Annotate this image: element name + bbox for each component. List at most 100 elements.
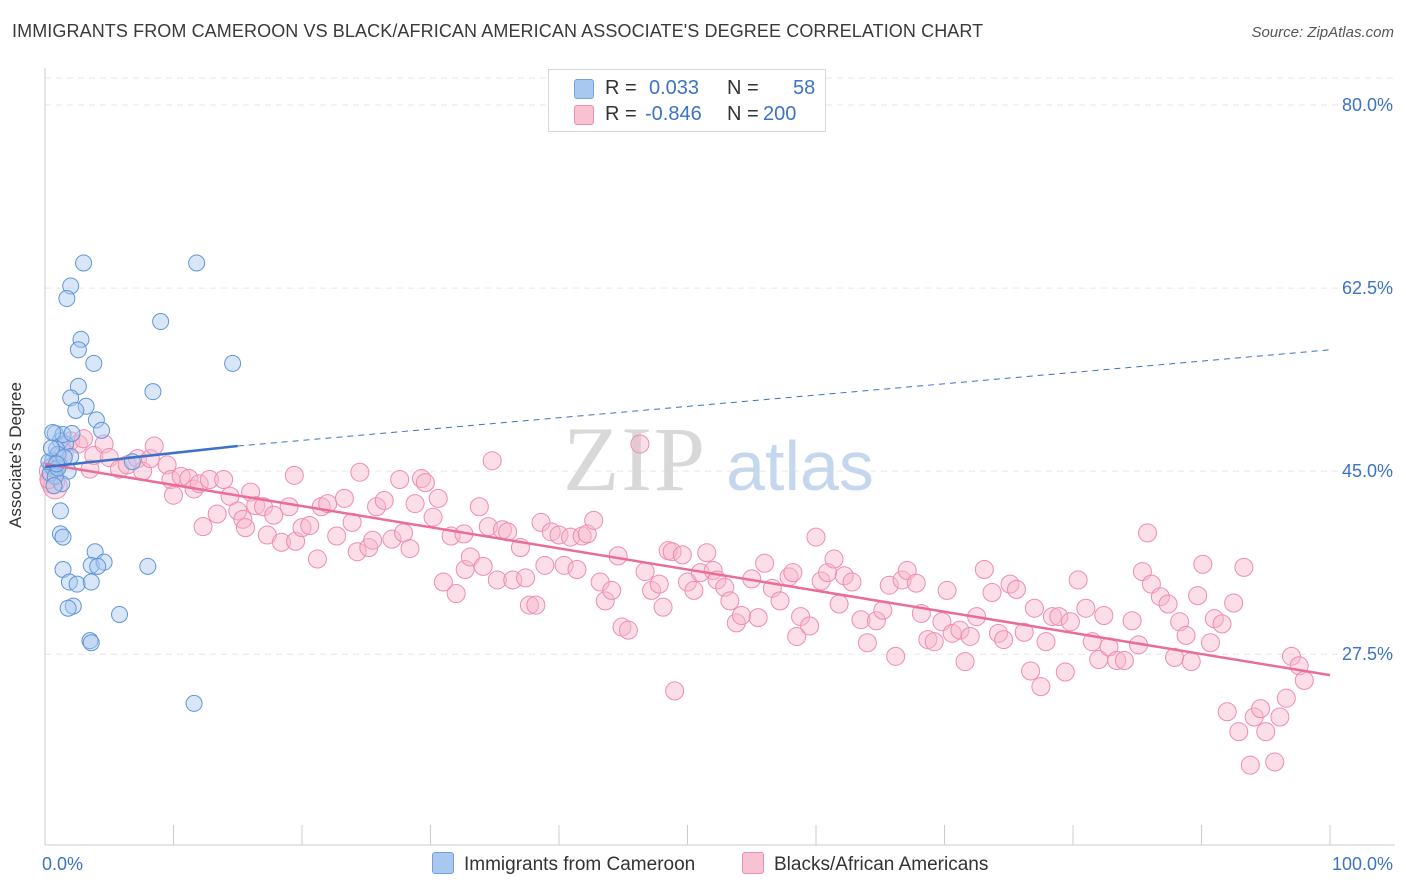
data-point-cameroon [89, 557, 107, 575]
data-point-blacks [541, 522, 561, 542]
data-point-blacks [873, 600, 893, 620]
data-point-blacks [1234, 557, 1254, 577]
data-point-blacks [1122, 611, 1142, 631]
data-point-blacks [469, 497, 489, 517]
legend-label-cameroon: Immigrants from Cameroon [464, 854, 696, 875]
data-point-blacks [1150, 587, 1170, 607]
data-point-blacks [405, 494, 425, 514]
data-point-blacks [1294, 670, 1314, 690]
data-point-blacks [642, 580, 662, 600]
data-point-blacks [1181, 652, 1201, 672]
data-point-blacks [755, 553, 775, 573]
watermark: ZIP atlas [563, 408, 874, 510]
trend-line-cameroon-extrapolated [237, 349, 1331, 447]
data-point-blacks [955, 652, 975, 672]
data-point-blacks [662, 542, 682, 562]
data-point-blacks [857, 633, 877, 653]
data-point-blacks [531, 512, 551, 532]
data-point-blacks [487, 570, 507, 590]
data-point-cameroon [58, 290, 76, 308]
legend-n-value: 58 [793, 77, 816, 99]
data-point-blacks [1042, 607, 1062, 627]
data-point-blacks [1076, 598, 1096, 618]
data-point-blacks [214, 470, 234, 490]
data-point-blacks [157, 455, 177, 475]
data-point-blacks [886, 646, 906, 666]
data-point-blacks [350, 462, 370, 482]
data-point-blacks [879, 575, 899, 595]
legend-r-label: R = [605, 103, 637, 125]
data-point-blacks [567, 559, 587, 579]
data-point-blacks [382, 529, 402, 549]
data-point-blacks [363, 530, 383, 550]
y-tick-label: 27.5% [1342, 644, 1393, 664]
y-tick-label: 45.0% [1342, 461, 1393, 481]
data-point-blacks [595, 591, 615, 611]
trend-line-blacks [44, 462, 1331, 677]
data-point-blacks [284, 465, 304, 485]
data-point-blacks [482, 451, 502, 471]
data-point-cameroon [224, 354, 242, 372]
data-point-cameroon [54, 528, 72, 546]
data-point-blacks [994, 630, 1014, 650]
data-point-blacks [1055, 662, 1075, 682]
data-point-blacks [1188, 586, 1208, 606]
data-point-blacks [1281, 646, 1301, 666]
data-point-cameroon [188, 254, 206, 272]
data-point-blacks [1176, 625, 1196, 645]
data-point-blacks [307, 549, 327, 569]
data-point-blacks [455, 559, 475, 579]
data-point-blacks [584, 510, 604, 530]
data-point-blacks [602, 580, 622, 600]
data-point-blacks [1251, 699, 1271, 719]
data-point-cameroon [82, 573, 100, 591]
data-point-cameroon [42, 439, 60, 457]
legend-n-label: N = [727, 77, 759, 99]
legend-r-label: R = [605, 77, 637, 99]
legend-n-label: N = [727, 103, 759, 125]
data-point-blacks [519, 595, 539, 615]
data-point-blacks [800, 616, 820, 636]
data-point-blacks [415, 473, 435, 493]
data-point-blacks [630, 434, 650, 454]
data-point-blacks [1060, 612, 1080, 632]
data-point-blacks [1229, 722, 1249, 742]
data-point-blacks [1265, 752, 1285, 772]
y-tick-label: 80.0% [1342, 95, 1393, 115]
data-point-cameroon [62, 389, 80, 407]
data-point-blacks [731, 606, 751, 626]
data-point-blacks [1049, 607, 1069, 627]
data-point-blacks [235, 518, 255, 538]
data-point-cameroon [45, 477, 63, 495]
legend-r-value: 0.033 [649, 77, 700, 99]
data-point-blacks [334, 488, 354, 508]
data-point-blacks [806, 527, 826, 547]
data-point-cameroon [68, 575, 86, 593]
data-point-blacks [653, 597, 673, 617]
data-point-blacks [1014, 622, 1034, 642]
data-point-blacks [824, 549, 844, 569]
data-point-cameroon [139, 557, 157, 575]
data-point-blacks [1107, 651, 1127, 671]
data-point-blacks [374, 490, 394, 510]
trend-lines [44, 349, 1331, 677]
data-point-blacks [851, 610, 871, 630]
x-tick-labels: 0.0% 100.0% [42, 854, 1393, 874]
data-point-blacks [1212, 614, 1232, 634]
data-point-blacks [367, 497, 387, 517]
data-point-cameroon [75, 254, 93, 272]
data-point-cameroon [82, 634, 100, 652]
watermark-atlas: atlas [726, 427, 874, 505]
data-point-blacks [292, 518, 312, 538]
data-point-blacks [246, 496, 266, 516]
y-axis-label: Associate's Degree [6, 382, 25, 528]
data-point-blacks [460, 547, 480, 567]
data-point-blacks [1036, 632, 1056, 652]
data-point-cameroon [93, 421, 111, 439]
data-point-blacks [748, 608, 768, 628]
data-point-blacks [988, 623, 1008, 643]
data-point-blacks [1217, 702, 1237, 722]
data-point-blacks [924, 632, 944, 652]
legend-swatch-cameroon [432, 852, 454, 874]
